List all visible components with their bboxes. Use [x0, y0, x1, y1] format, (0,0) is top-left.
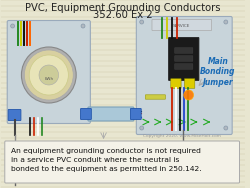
FancyBboxPatch shape: [171, 79, 181, 88]
Circle shape: [11, 24, 15, 28]
Text: kWh: kWh: [44, 77, 53, 81]
FancyBboxPatch shape: [136, 17, 232, 134]
FancyBboxPatch shape: [88, 107, 134, 121]
Circle shape: [29, 55, 68, 95]
FancyBboxPatch shape: [175, 56, 193, 61]
FancyBboxPatch shape: [80, 108, 91, 120]
Text: PVC, Equipment Grounding Conductors: PVC, Equipment Grounding Conductors: [26, 3, 221, 13]
Circle shape: [224, 126, 228, 130]
Text: An equipment grounding conductor is not required
in a service PVC conduit where : An equipment grounding conductor is not …: [11, 148, 201, 172]
Circle shape: [224, 20, 228, 24]
FancyBboxPatch shape: [146, 95, 165, 99]
FancyBboxPatch shape: [168, 37, 199, 80]
Circle shape: [184, 90, 194, 100]
FancyBboxPatch shape: [7, 20, 90, 124]
Circle shape: [22, 47, 76, 103]
FancyBboxPatch shape: [175, 48, 193, 53]
Circle shape: [11, 114, 15, 118]
Text: Copyright 2020, www.MikeHolt.com: Copyright 2020, www.MikeHolt.com: [143, 134, 221, 138]
FancyBboxPatch shape: [184, 79, 195, 88]
Text: SERVICE: SERVICE: [173, 24, 190, 28]
FancyBboxPatch shape: [152, 20, 212, 30]
FancyBboxPatch shape: [130, 108, 141, 120]
Circle shape: [81, 24, 85, 28]
Text: 352.60 Ex 2: 352.60 Ex 2: [93, 10, 153, 20]
Circle shape: [39, 65, 58, 85]
FancyBboxPatch shape: [8, 109, 21, 121]
Circle shape: [140, 20, 144, 24]
Circle shape: [81, 114, 85, 118]
Circle shape: [24, 50, 73, 100]
Text: Main
Bonding
Jumper: Main Bonding Jumper: [200, 57, 236, 87]
FancyBboxPatch shape: [175, 64, 193, 69]
FancyBboxPatch shape: [5, 141, 240, 183]
Circle shape: [140, 126, 144, 130]
